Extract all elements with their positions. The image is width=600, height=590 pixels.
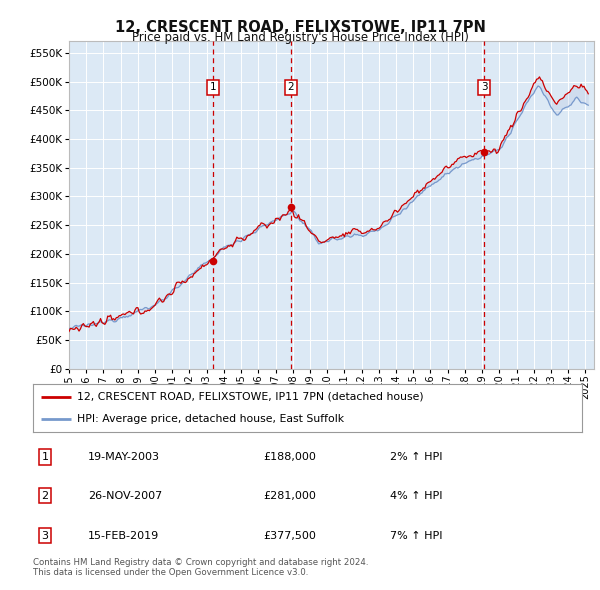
- Text: Contains HM Land Registry data © Crown copyright and database right 2024.
This d: Contains HM Land Registry data © Crown c…: [33, 558, 368, 577]
- Text: £188,000: £188,000: [263, 453, 316, 462]
- Text: £377,500: £377,500: [263, 531, 316, 540]
- Text: 3: 3: [481, 82, 487, 92]
- Text: 1: 1: [210, 82, 217, 92]
- Text: 4% ↑ HPI: 4% ↑ HPI: [390, 491, 442, 500]
- Text: 1: 1: [41, 453, 49, 462]
- Text: 15-FEB-2019: 15-FEB-2019: [88, 531, 159, 540]
- Text: 2: 2: [41, 491, 49, 500]
- Text: HPI: Average price, detached house, East Suffolk: HPI: Average price, detached house, East…: [77, 414, 344, 424]
- Text: 19-MAY-2003: 19-MAY-2003: [88, 453, 160, 462]
- Text: 12, CRESCENT ROAD, FELIXSTOWE, IP11 7PN (detached house): 12, CRESCENT ROAD, FELIXSTOWE, IP11 7PN …: [77, 392, 424, 402]
- Text: 12, CRESCENT ROAD, FELIXSTOWE, IP11 7PN: 12, CRESCENT ROAD, FELIXSTOWE, IP11 7PN: [115, 20, 485, 35]
- Text: Price paid vs. HM Land Registry's House Price Index (HPI): Price paid vs. HM Land Registry's House …: [131, 31, 469, 44]
- Text: 2: 2: [288, 82, 295, 92]
- Text: 2% ↑ HPI: 2% ↑ HPI: [390, 453, 442, 462]
- Text: 7% ↑ HPI: 7% ↑ HPI: [390, 531, 442, 540]
- Text: £281,000: £281,000: [263, 491, 316, 500]
- Text: 3: 3: [41, 531, 49, 540]
- Text: 26-NOV-2007: 26-NOV-2007: [88, 491, 162, 500]
